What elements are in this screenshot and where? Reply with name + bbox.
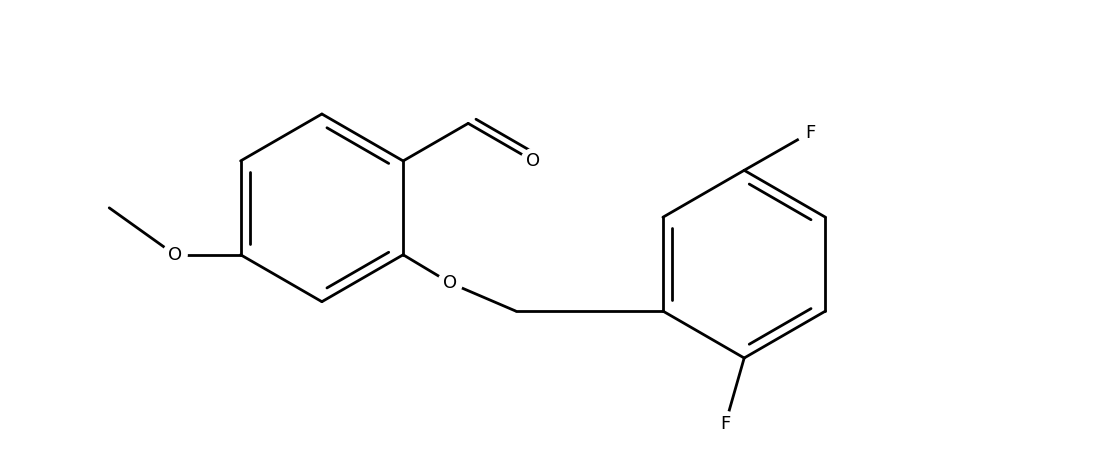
Text: O: O <box>443 274 457 292</box>
Circle shape <box>798 120 823 145</box>
Text: O: O <box>526 152 540 170</box>
Text: O: O <box>168 246 183 264</box>
Circle shape <box>521 149 545 173</box>
Circle shape <box>162 243 187 267</box>
Circle shape <box>437 271 462 295</box>
Circle shape <box>713 412 738 436</box>
Text: F: F <box>720 415 730 433</box>
Text: F: F <box>805 124 815 142</box>
